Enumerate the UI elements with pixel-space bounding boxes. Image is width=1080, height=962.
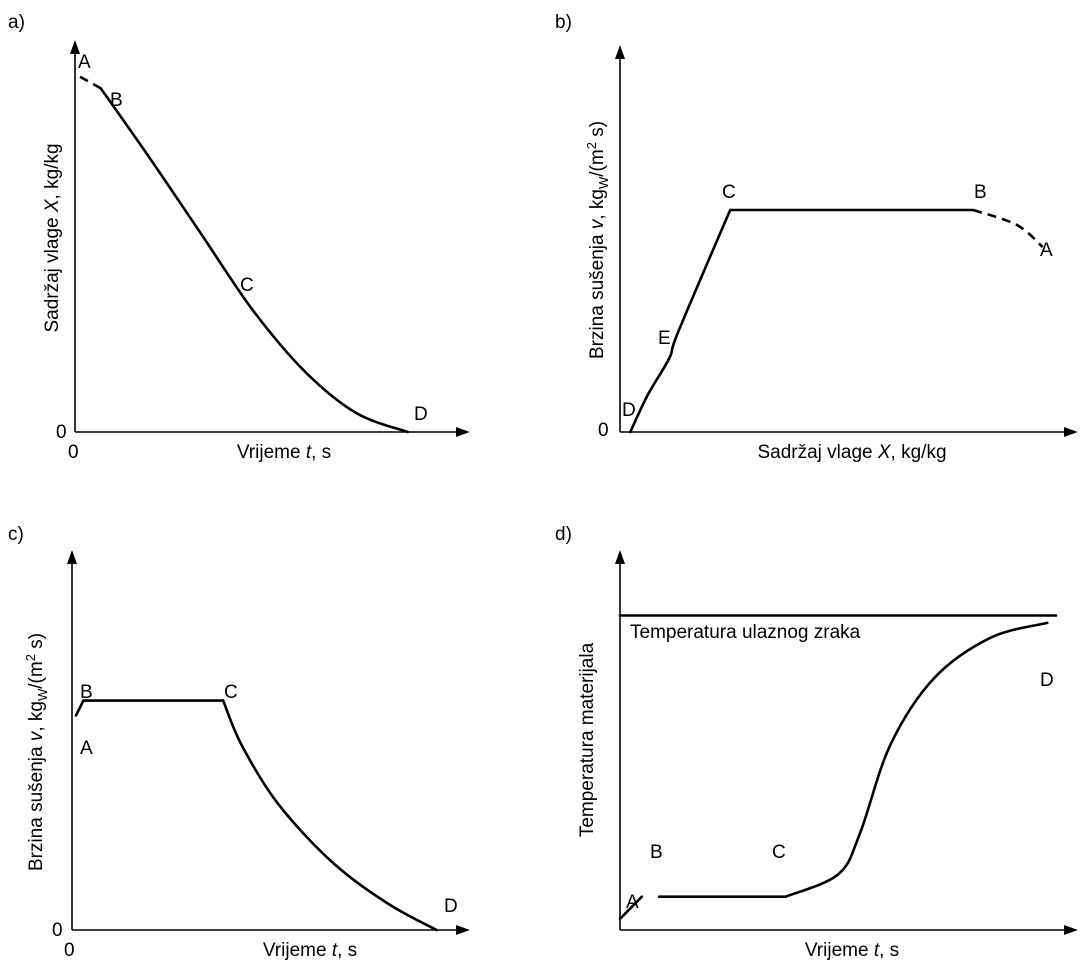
panel-c-point-a: A	[80, 738, 93, 759]
panel-a-point-c: C	[240, 275, 254, 296]
panel-b-point-c: C	[722, 182, 736, 203]
panel-d-y-arrow	[615, 550, 625, 564]
panel-a-curve-b-d	[99, 86, 410, 434]
panel-b-y-origin: 0	[598, 420, 609, 441]
panel-a-label: a)	[8, 12, 25, 33]
panel-c-label: c)	[8, 524, 24, 545]
panel-d: d) Vrijeme t, s Temperatura materijala T…	[555, 524, 1078, 961]
panel-a-point-d: D	[414, 404, 428, 425]
panel-b-curve-b-a	[972, 208, 1044, 248]
panel-c-point-b: B	[80, 682, 93, 703]
panel-d-point-a: A	[626, 892, 639, 913]
panel-d-x-label: Vrijeme t, s	[805, 940, 899, 961]
panel-d-y-label: Temperatura materijala	[577, 642, 598, 837]
panel-b-point-d: D	[622, 400, 636, 421]
panel-b-y-arrow	[615, 45, 625, 59]
panel-c-y-arrow	[67, 550, 77, 564]
panel-a-y-label: Sadržaj vlage X, kg/kg	[42, 143, 63, 332]
panel-a-y-arrow	[70, 40, 80, 54]
panel-d-curve-c-d	[784, 621, 1049, 898]
panel-b-x-arrow	[1064, 427, 1078, 437]
panel-a-x-label: Vrijeme t, s	[237, 442, 331, 463]
panel-a: a) 0 0 Vrijeme t, s Sadržaj vlage X, kg/…	[8, 12, 470, 463]
panel-d-point-d: D	[1040, 670, 1054, 691]
panel-c-x-arrow	[456, 925, 470, 935]
panel-c-x-origin: 0	[64, 940, 75, 961]
panel-a-x-origin: 0	[68, 442, 79, 463]
panel-c: c) 0 0 Vrijeme t, s Brzina sušenja v, kg…	[8, 524, 470, 961]
panel-d-label: d)	[555, 524, 572, 545]
panel-b-point-e: E	[658, 328, 671, 349]
panel-b: b) 0 Sadržaj vlage X, kg/kg Brzina sušen…	[555, 12, 1078, 463]
panel-a-x-arrow	[456, 427, 470, 437]
panel-b-y-label: Brzina sušenja v, kgW/(m2 s)	[584, 121, 611, 359]
panel-b-point-b: B	[974, 182, 987, 203]
panel-a-point-b: B	[110, 90, 123, 111]
panel-c-y-origin: 0	[52, 920, 63, 941]
panel-d-point-c: C	[772, 842, 786, 863]
panel-a-y-origin: 0	[56, 422, 67, 443]
panel-b-x-label: Sadržaj vlage X, kg/kg	[757, 442, 946, 463]
panel-c-point-c: C	[224, 682, 238, 703]
panel-d-x-arrow	[1064, 925, 1078, 935]
panel-a-point-a: A	[78, 52, 91, 73]
panel-a-curve-a-b	[79, 75, 102, 90]
panel-c-curve-a-b	[74, 699, 85, 717]
panel-b-point-a: A	[1040, 240, 1053, 261]
panel-c-curve-c-d	[221, 699, 438, 932]
panel-b-curve-d-c	[629, 208, 732, 434]
panel-c-point-d: D	[444, 896, 458, 917]
panel-c-y-label: Brzina sušenja v, kgW/(m2 s)	[23, 633, 50, 871]
panel-d-annotation: Temperatura ulaznog zraka	[630, 622, 861, 643]
panel-c-x-label: Vrijeme t, s	[263, 940, 357, 961]
panel-d-point-b: B	[650, 842, 663, 863]
panel-d-curve-a-b	[618, 895, 644, 921]
panel-b-label: b)	[555, 12, 572, 33]
